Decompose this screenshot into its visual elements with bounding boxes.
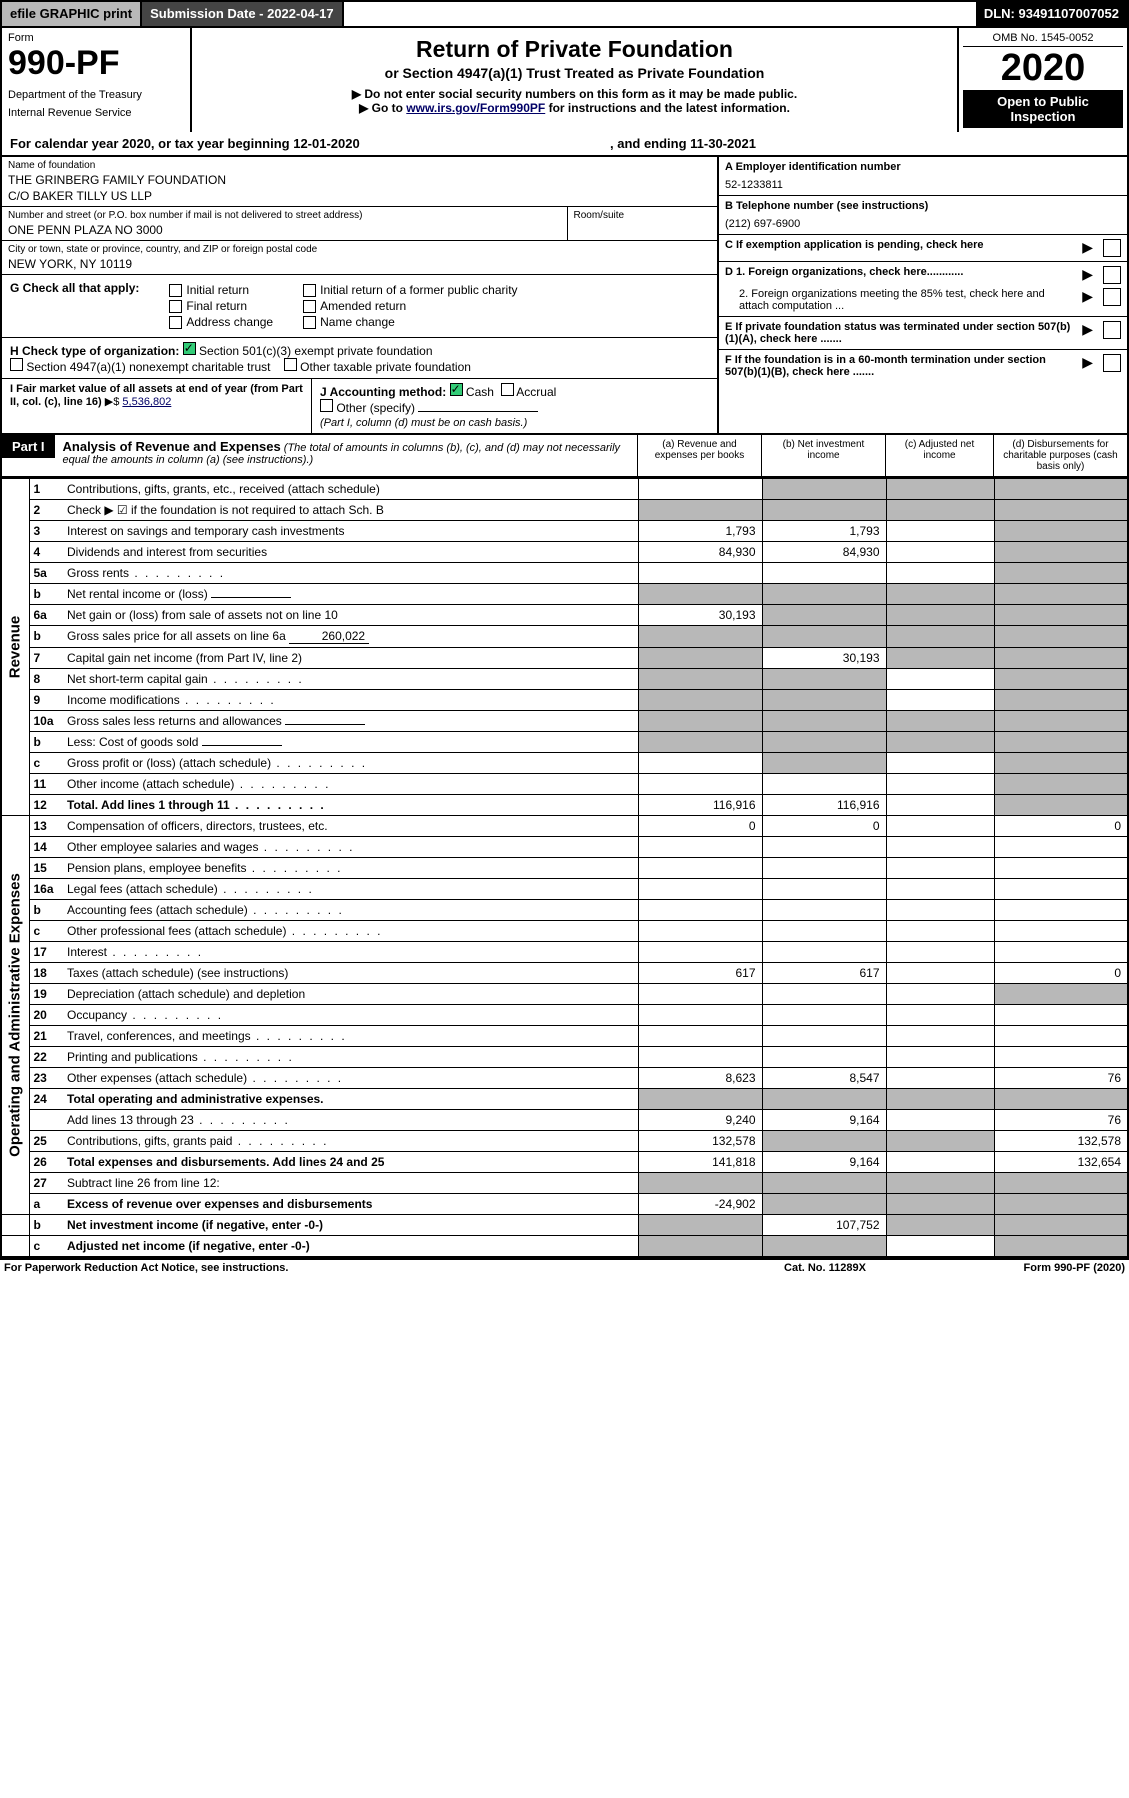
expenses-label: Operating and Administrative Expenses xyxy=(7,873,24,1157)
g-check-section: G Check all that apply: Initial return F… xyxy=(2,275,717,338)
box-b: B Telephone number (see instructions) (2… xyxy=(719,196,1127,235)
g-label: G Check all that apply: xyxy=(10,281,139,331)
chk-final[interactable] xyxy=(169,300,182,313)
header-right: OMB No. 1545-0052 2020 Open to Public In… xyxy=(957,28,1127,132)
addr-label: Number and street (or P.O. box number if… xyxy=(8,210,561,221)
efile-button[interactable]: efile GRAPHIC print xyxy=(2,2,142,26)
foundation-name-2: C/O BAKER TILLY US LLP xyxy=(8,189,711,203)
chk-cash[interactable] xyxy=(450,383,463,396)
paperwork-notice: For Paperwork Reduction Act Notice, see … xyxy=(4,1262,725,1274)
chk-initial[interactable] xyxy=(169,284,182,297)
col-a-header: (a) Revenue and expenses per books xyxy=(637,435,761,476)
chk-4947[interactable] xyxy=(10,358,23,371)
open-public: Open to Public Inspection xyxy=(963,90,1123,128)
irs-label: Internal Revenue Service xyxy=(8,107,184,119)
j-section: J Accounting method: Cash Accrual Other … xyxy=(312,379,717,433)
chk-e[interactable] xyxy=(1103,321,1121,339)
chk-501c3[interactable] xyxy=(183,342,196,355)
calendar-year-row: For calendar year 2020, or tax year begi… xyxy=(0,132,1129,157)
box-a: A Employer identification number 52-1233… xyxy=(719,157,1127,196)
form-header: Form 990-PF Department of the Treasury I… xyxy=(0,28,1129,132)
chk-other-method[interactable] xyxy=(320,399,333,412)
name-label: Name of foundation xyxy=(8,160,711,171)
part1-label: Part I xyxy=(2,435,55,458)
chk-f[interactable] xyxy=(1103,354,1121,372)
cat-number: Cat. No. 11289X xyxy=(725,1262,925,1274)
phone-value: (212) 697-6900 xyxy=(725,218,1121,230)
page-footer: For Paperwork Reduction Act Notice, see … xyxy=(0,1258,1129,1276)
top-blank xyxy=(344,2,976,26)
ssn-warning: ▶ Do not enter social security numbers o… xyxy=(200,87,949,101)
instructions-line: ▶ Go to www.irs.gov/Form990PF for instru… xyxy=(200,101,949,115)
tax-year: 2020 xyxy=(963,47,1123,90)
form-title: Return of Private Foundation xyxy=(200,36,949,63)
dln: DLN: 93491107007052 xyxy=(976,2,1127,26)
form-number: 990-PF xyxy=(8,44,184,83)
form-ref: Form 990-PF (2020) xyxy=(925,1262,1125,1274)
submission-date: Submission Date - 2022-04-17 xyxy=(142,2,344,26)
chk-amended[interactable] xyxy=(303,300,316,313)
header-left: Form 990-PF Department of the Treasury I… xyxy=(2,28,192,132)
chk-accrual[interactable] xyxy=(501,383,514,396)
chk-name[interactable] xyxy=(303,316,316,329)
chk-initial-former[interactable] xyxy=(303,284,316,297)
revenue-label: Revenue xyxy=(7,616,24,679)
chk-d2[interactable] xyxy=(1103,288,1121,306)
omb-number: OMB No. 1545-0052 xyxy=(963,32,1123,47)
part1-header: Part I Analysis of Revenue and Expenses … xyxy=(0,435,1129,478)
box-d: D 1. Foreign organizations, check here..… xyxy=(719,262,1127,317)
fmv-value[interactable]: 5,536,802 xyxy=(122,396,171,408)
col-d-header: (d) Disbursements for charitable purpose… xyxy=(993,435,1127,476)
cal-end: , and ending 11-30-2021 xyxy=(610,136,756,151)
chk-d1[interactable] xyxy=(1103,266,1121,284)
ein-value: 52-1233811 xyxy=(725,179,1121,191)
room-label: Room/suite xyxy=(574,210,712,221)
irs-link[interactable]: www.irs.gov/Form990PF xyxy=(406,101,545,115)
info-table: Name of foundation THE GRINBERG FAMILY F… xyxy=(0,157,1129,435)
header-center: Return of Private Foundation or Section … xyxy=(192,28,957,132)
cal-begin: For calendar year 2020, or tax year begi… xyxy=(10,136,610,151)
foundation-name-1: THE GRINBERG FAMILY FOUNDATION xyxy=(8,173,711,187)
city-state-zip: NEW YORK, NY 10119 xyxy=(8,257,711,271)
chk-address[interactable] xyxy=(169,316,182,329)
main-table: Revenue 1Contributions, gifts, grants, e… xyxy=(0,478,1129,1258)
city-label: City or town, state or province, country… xyxy=(8,244,711,255)
top-bar: efile GRAPHIC print Submission Date - 20… xyxy=(0,0,1129,28)
dept-treasury: Department of the Treasury xyxy=(8,89,184,101)
box-c: C If exemption application is pending, c… xyxy=(719,235,1127,262)
col-c-header: (c) Adjusted net income xyxy=(885,435,993,476)
form-label: Form xyxy=(8,32,184,44)
col-b-header: (b) Net investment income xyxy=(761,435,885,476)
box-e: E If private foundation status was termi… xyxy=(719,317,1127,350)
chk-c[interactable] xyxy=(1103,239,1121,257)
form-subtitle: or Section 4947(a)(1) Trust Treated as P… xyxy=(200,65,949,81)
chk-other-taxable[interactable] xyxy=(284,358,297,371)
box-f: F If the foundation is in a 60-month ter… xyxy=(719,350,1127,382)
street-address: ONE PENN PLAZA NO 3000 xyxy=(8,223,561,237)
i-section: I Fair market value of all assets at end… xyxy=(2,379,312,433)
h-check-section: H Check type of organization: Section 50… xyxy=(2,338,717,379)
